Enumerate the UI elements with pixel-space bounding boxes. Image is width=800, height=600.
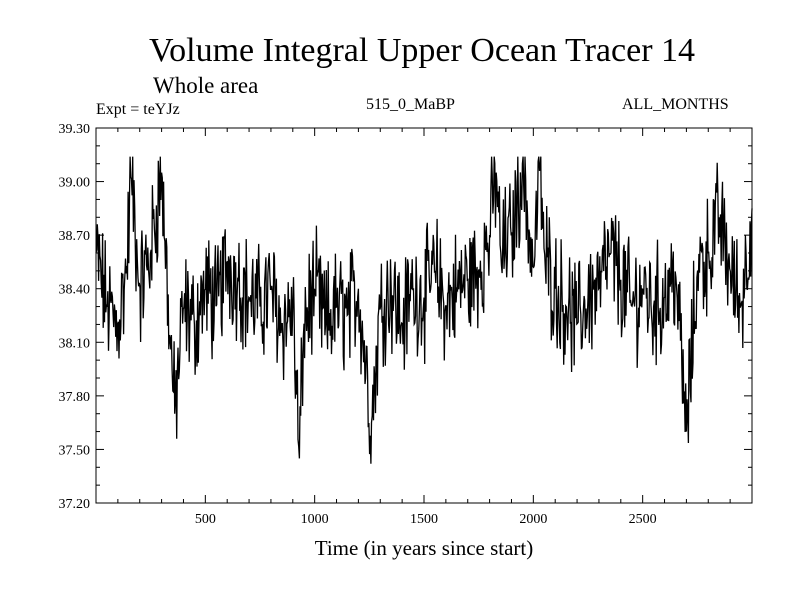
chart-title: Volume Integral Upper Ocean Tracer 14 (148, 32, 696, 69)
x-tick-label: 2000 (519, 512, 547, 527)
y-tick-label: 39.00 (59, 176, 91, 191)
chart-subtitle: Whole area (153, 73, 259, 98)
x-axis-label: Time (in years since start) (314, 536, 534, 560)
series-line (95, 156, 753, 464)
y-tick-label: 37.80 (59, 390, 91, 405)
y-tick-label: 39.30 (59, 122, 91, 137)
y-tick-label: 37.20 (59, 497, 91, 512)
period-label: 515_0_MaBP (366, 96, 455, 113)
y-tick-label: 38.70 (59, 229, 91, 244)
y-tick-label: 38.40 (59, 283, 91, 298)
x-tick-label: 1500 (410, 512, 438, 527)
y-tick-label: 38.10 (59, 336, 91, 351)
x-tick-label: 1000 (301, 512, 329, 527)
months-label: ALL_MONTHS (622, 96, 729, 113)
x-tick-label: 500 (195, 512, 216, 527)
y-tick-label: 37.50 (59, 443, 91, 458)
experiment-label: Expt = teYJz (96, 101, 180, 118)
x-tick-label: 2500 (629, 512, 657, 527)
plot-frame (95, 127, 753, 504)
